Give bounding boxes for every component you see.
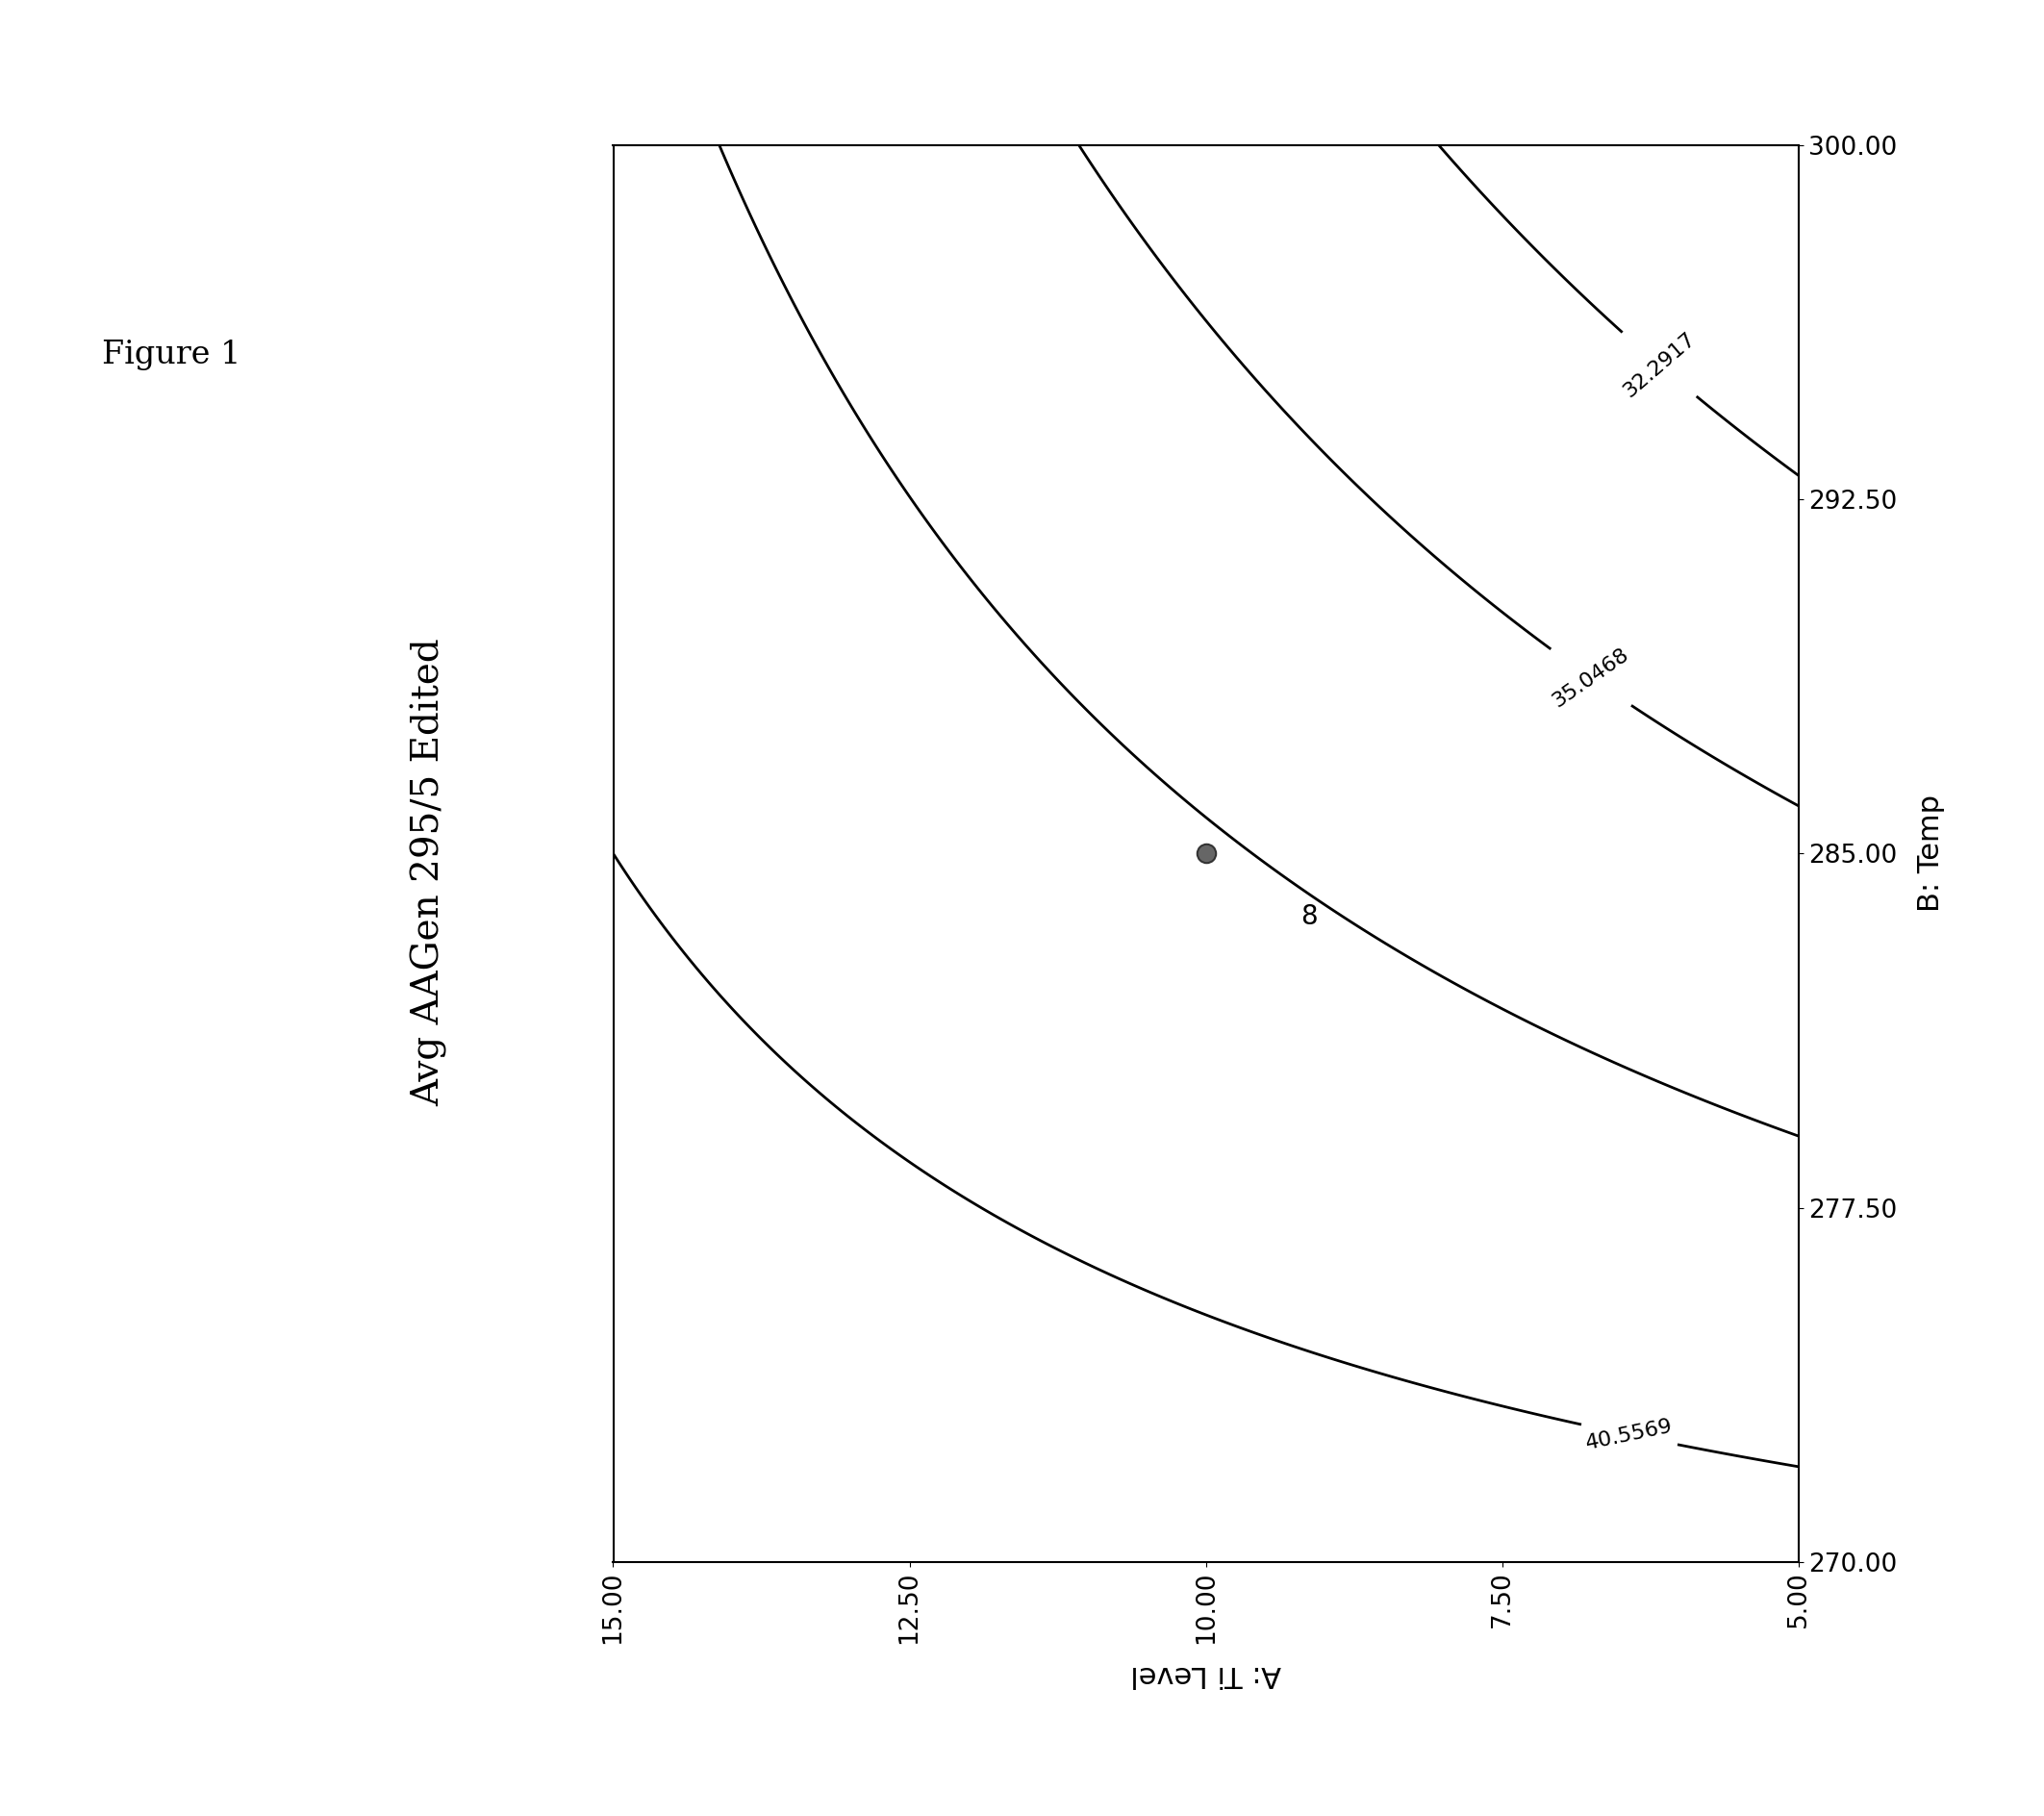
X-axis label: A: Ti Level: A: Ti Level: [1130, 1660, 1282, 1687]
Text: 35.0468: 35.0468: [1549, 645, 1633, 712]
Text: Figure 1: Figure 1: [102, 340, 241, 370]
Text: 8: 8: [1300, 903, 1318, 930]
Text: 40.5569: 40.5569: [1584, 1416, 1674, 1453]
Text: 32.2917: 32.2917: [1619, 329, 1699, 401]
Y-axis label: B: Temp: B: Temp: [1917, 795, 1944, 912]
Text: Avg AAGen 295/5 Edited: Avg AAGen 295/5 Edited: [411, 637, 448, 1106]
